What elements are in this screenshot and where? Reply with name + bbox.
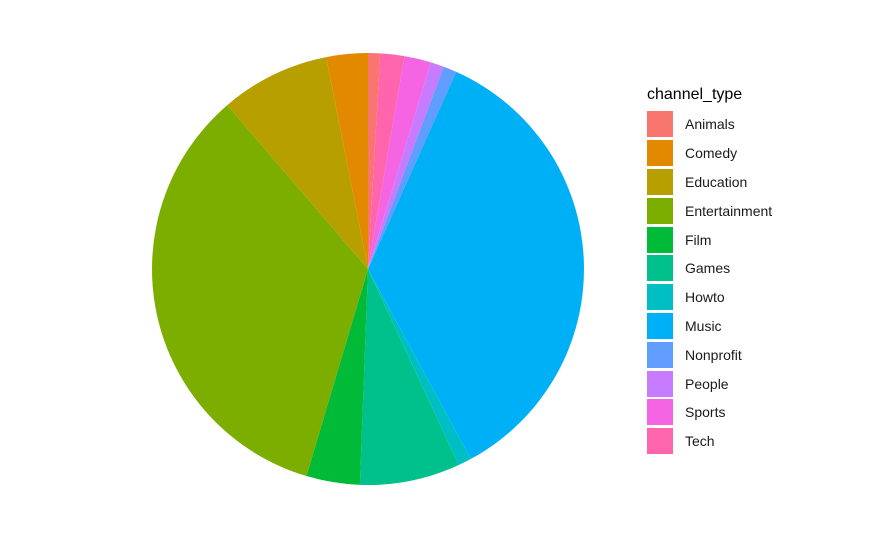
legend-swatch xyxy=(647,341,673,368)
legend-swatch xyxy=(647,284,673,311)
legend-items: Animals Comedy Education Entertainment Film G… xyxy=(647,110,772,456)
legend-item-sports: Sports xyxy=(647,398,772,427)
legend-item-games: Games xyxy=(647,254,772,283)
legend-label: Animals xyxy=(685,116,735,133)
legend-swatch xyxy=(647,111,673,138)
legend-title: channel_type xyxy=(647,86,743,103)
legend-swatch xyxy=(647,226,673,253)
legend-label: Nonprofit xyxy=(685,346,742,363)
pie-slice-film xyxy=(306,269,368,485)
pie-slice-sports xyxy=(368,56,431,269)
legend-swatch xyxy=(647,168,673,195)
legend-label: Sports xyxy=(685,404,726,421)
pie-slice-people xyxy=(368,62,444,269)
legend-item-education: Education xyxy=(647,168,772,197)
legend-item-animals: Animals xyxy=(647,110,772,139)
legend-swatch xyxy=(647,312,673,339)
legend-swatch xyxy=(647,399,673,426)
legend-label: Games xyxy=(685,260,731,277)
legend-item-film: Film xyxy=(647,225,772,254)
legend-item-nonprofit: Nonprofit xyxy=(647,340,772,369)
legend-label: Entertainment xyxy=(685,202,773,219)
pie-slice-music xyxy=(368,71,584,459)
legend: channel_type Animals Comedy Education Enter… xyxy=(647,84,772,456)
legend-swatch xyxy=(647,255,673,282)
pie-slice-entertainment xyxy=(151,105,368,477)
legend-label: Music xyxy=(685,317,722,334)
legend-label: Education xyxy=(685,173,748,190)
legend-swatch xyxy=(647,370,673,397)
legend-swatch xyxy=(647,428,673,455)
pie-slice-howto xyxy=(368,269,471,466)
legend-label: Comedy xyxy=(685,145,738,162)
pie-slice-games xyxy=(359,269,459,486)
legend-item-howto: Howto xyxy=(647,283,772,312)
pie-slice-animals xyxy=(368,53,381,269)
legend-label: Howto xyxy=(685,289,725,306)
legend-item-people: People xyxy=(647,369,772,398)
legend-item-music: Music xyxy=(647,312,772,341)
pie-slice-tech xyxy=(368,53,405,269)
legend-swatch xyxy=(647,140,673,167)
pie-slice-comedy xyxy=(326,52,368,269)
legend-item-comedy: Comedy xyxy=(647,139,772,168)
legend-item-entertainment: Entertainment xyxy=(647,196,772,225)
legend-item-tech: Tech xyxy=(647,427,772,456)
pie-slice-education xyxy=(227,57,368,269)
legend-label: Film xyxy=(685,231,712,248)
legend-label: People xyxy=(685,375,729,392)
pie-slice-nonprofit xyxy=(368,66,457,270)
legend-swatch xyxy=(647,197,673,224)
legend-label: Tech xyxy=(685,433,715,450)
